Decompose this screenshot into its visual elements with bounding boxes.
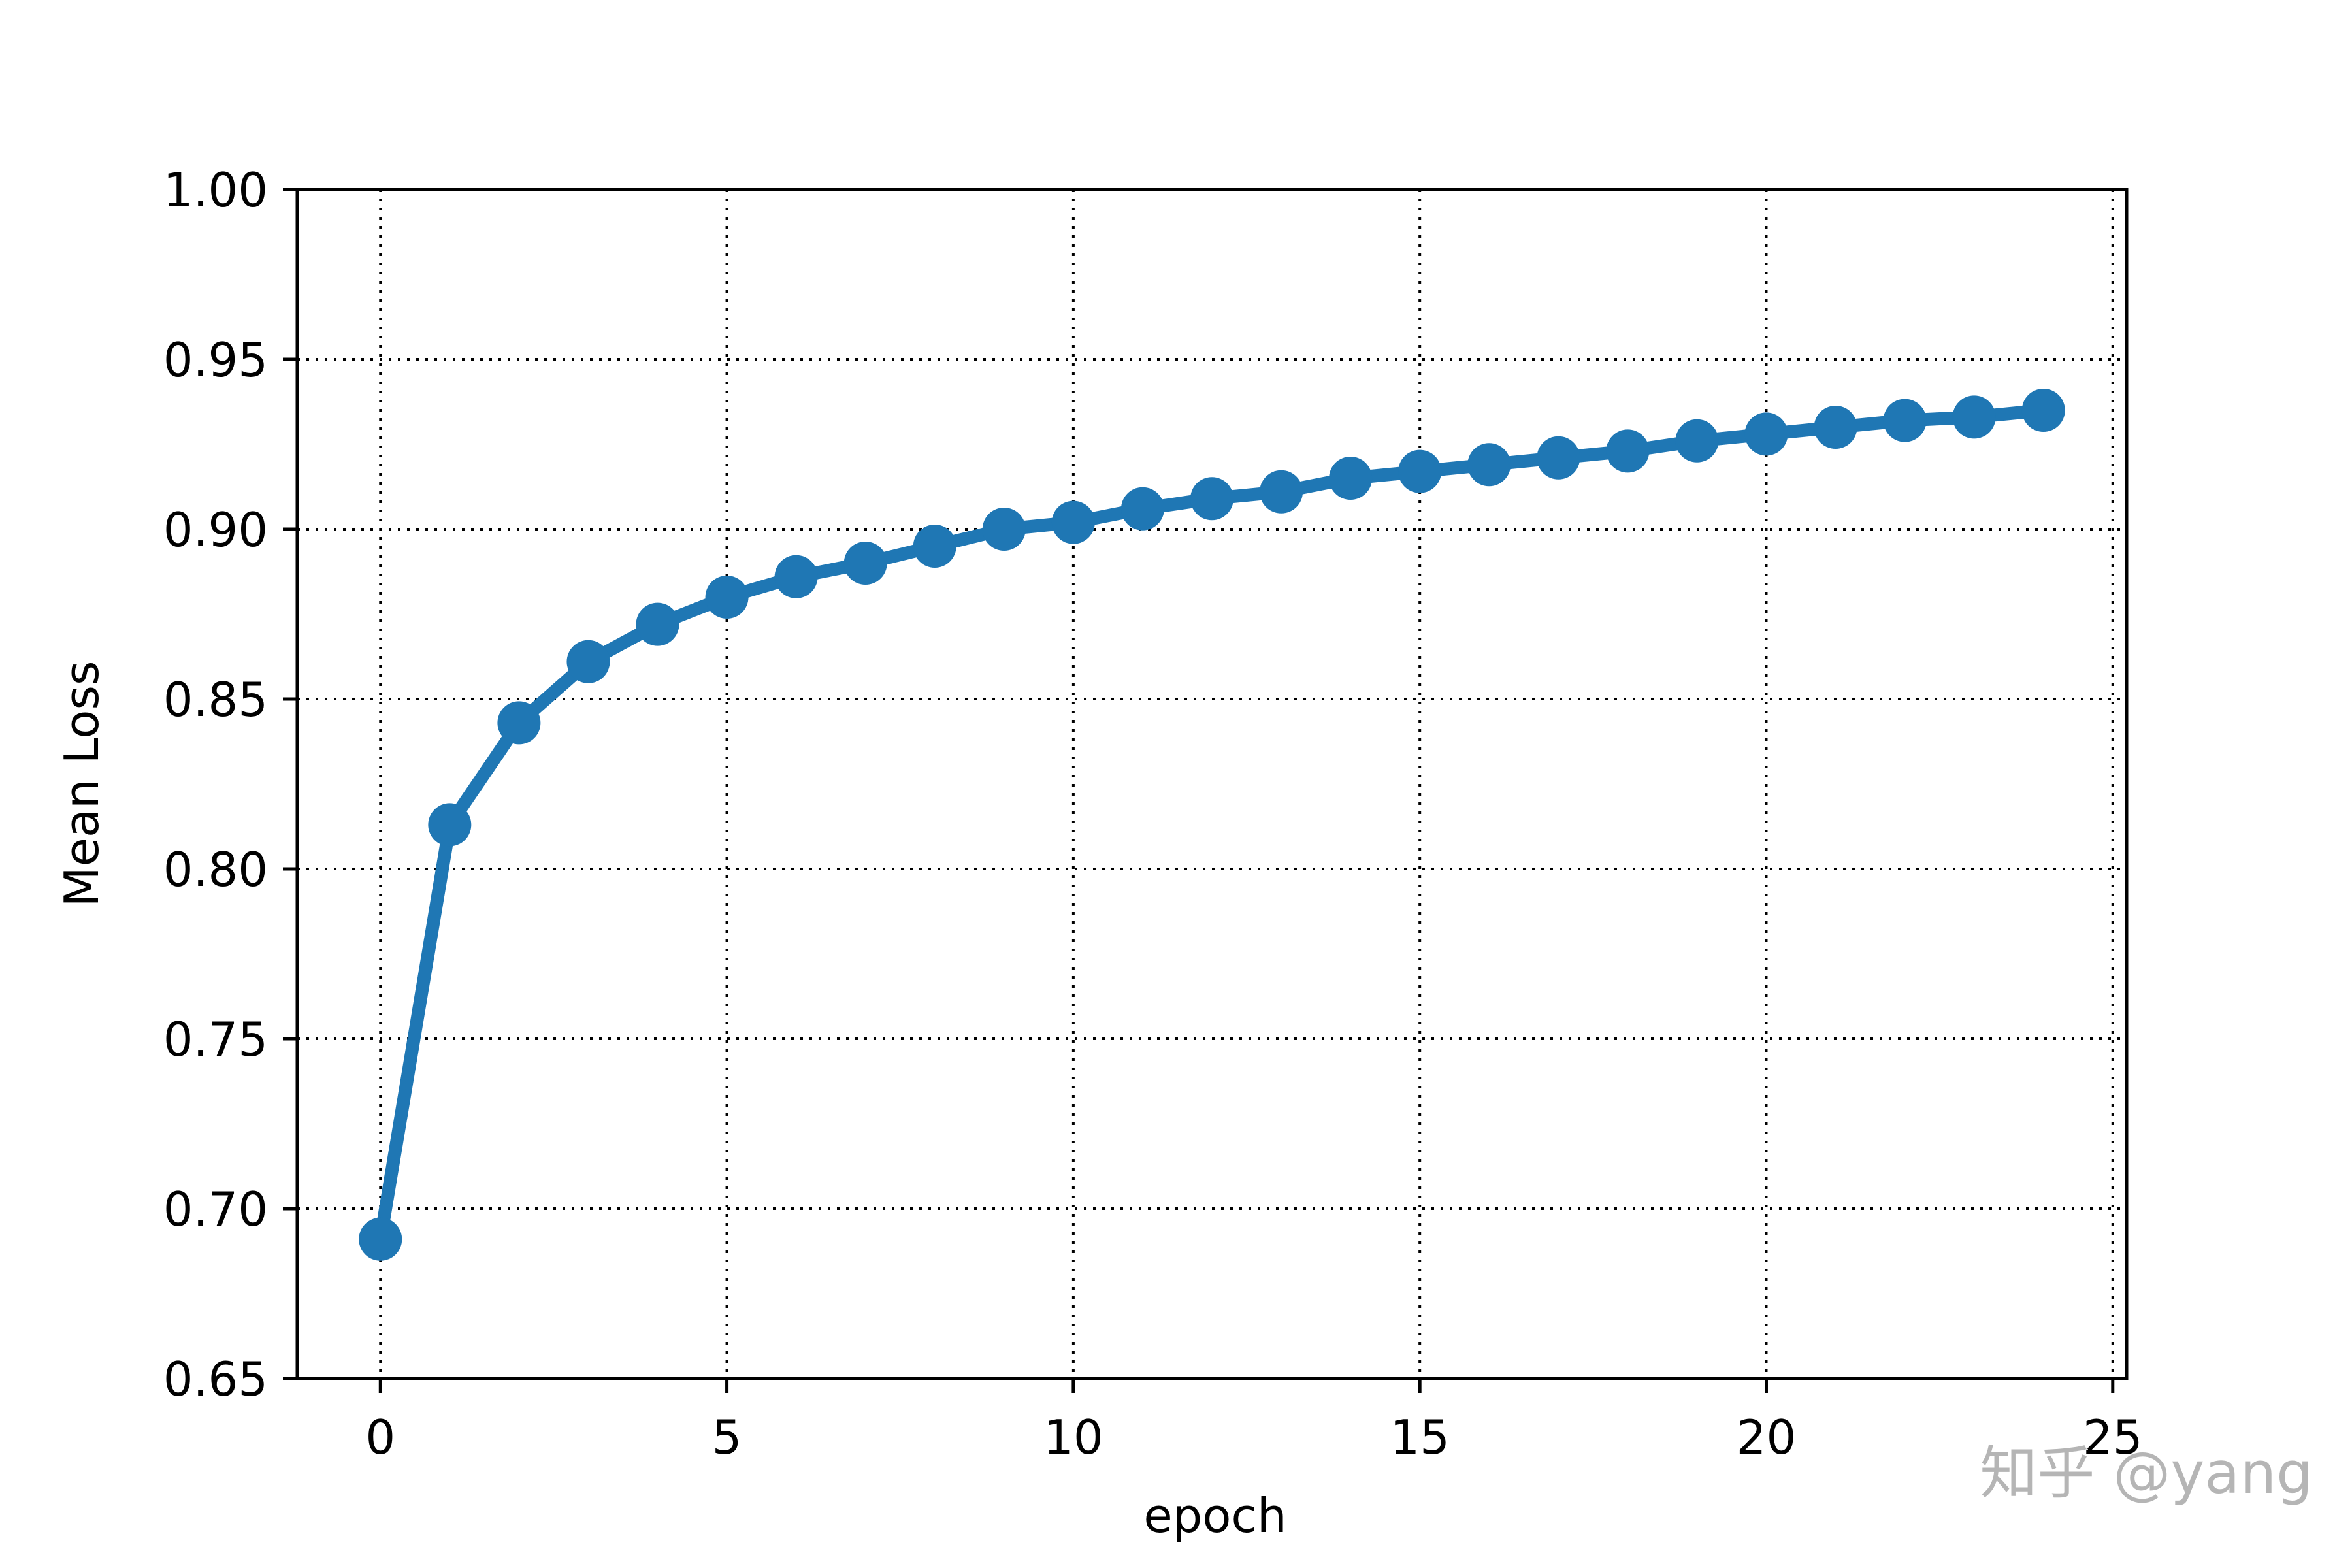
data-point (1398, 449, 1442, 493)
data-point (566, 640, 610, 683)
y-tick-label: 0.80 (163, 842, 268, 897)
data-point (497, 701, 541, 745)
x-tick-label: 25 (2083, 1410, 2143, 1465)
data-point (982, 508, 1026, 551)
data-point (1467, 443, 1511, 487)
x-tick-label: 0 (365, 1410, 395, 1465)
grid-lines (297, 188, 2127, 1380)
data-point (705, 576, 749, 619)
y-tick-label: 0.70 (163, 1182, 268, 1237)
data-point (359, 1217, 402, 1261)
data-point (1051, 500, 1095, 544)
series-line (374, 404, 2050, 1246)
data-point (1744, 412, 1788, 456)
data-point (1675, 419, 1719, 463)
x-tick-label: 20 (1737, 1410, 1797, 1465)
series-layer (359, 389, 2065, 1261)
data-point (428, 803, 472, 847)
data-point (1537, 436, 1580, 480)
data-point (774, 555, 818, 598)
data-point (1952, 395, 1996, 439)
x-tick-label: 15 (1390, 1410, 1450, 1465)
y-axis-label: Mean Loss (54, 661, 109, 907)
y-tick-label: 0.85 (163, 672, 268, 727)
plot-frame (295, 188, 2129, 1380)
data-point (1190, 477, 1233, 521)
y-tick-label: 0.90 (163, 502, 268, 557)
y-tick-label: 0.75 (163, 1012, 268, 1067)
data-point (1120, 487, 1164, 531)
x-tick-label: 10 (1043, 1410, 1103, 1465)
tick-labels: 0 5 10 15 20 25 0.65 0.70 0.75 0.80 0.85 0.90 0.95 1.… (163, 163, 2143, 1465)
data-point (1883, 399, 1927, 442)
y-tick-label: 0.65 (163, 1352, 268, 1407)
x-axis-label: epoch (1143, 1488, 1286, 1543)
data-point (636, 602, 679, 646)
data-point (1814, 406, 1857, 449)
data-point (1606, 429, 1650, 473)
data-point (913, 525, 956, 568)
data-point (1329, 457, 1373, 500)
watermark-text: 知乎 @yang (1980, 1439, 2313, 1507)
y-tick-label: 1.00 (163, 163, 268, 218)
x-tick-label: 5 (712, 1410, 742, 1465)
data-point (843, 542, 887, 585)
axes (295, 188, 2129, 1380)
data-point (2021, 389, 2065, 432)
data-point (1260, 470, 1303, 514)
y-tick-label: 0.95 (163, 333, 268, 387)
